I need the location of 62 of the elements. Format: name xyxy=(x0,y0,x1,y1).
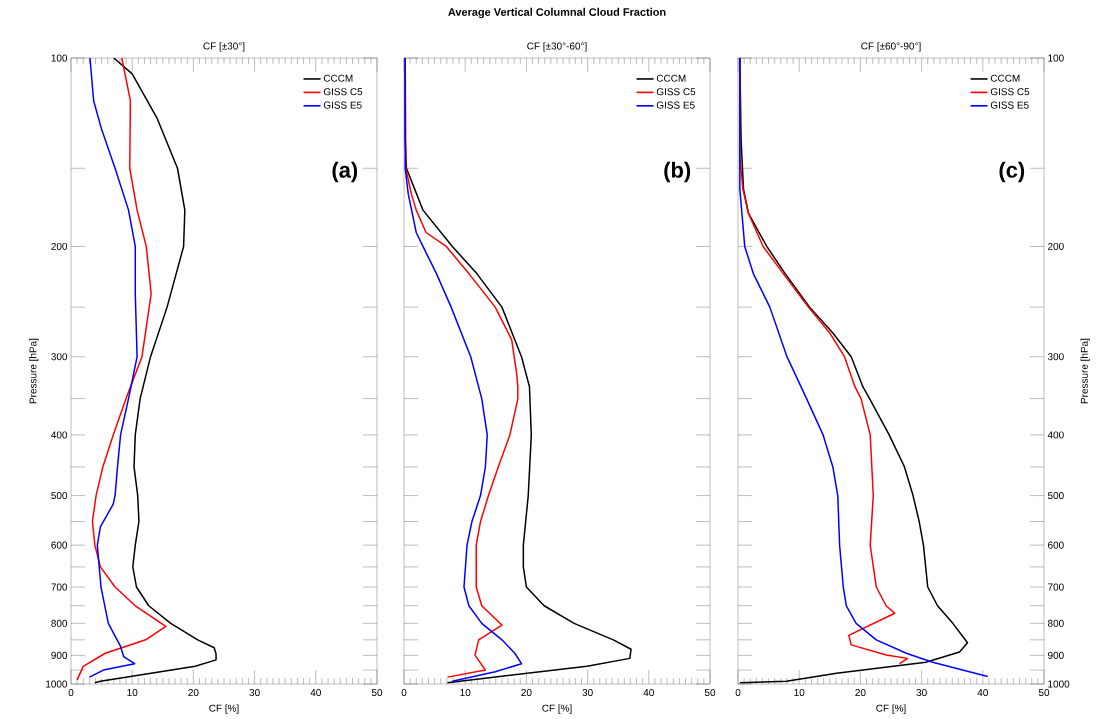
x-tick-label: 20 xyxy=(188,689,199,697)
legend-label: CCCM xyxy=(656,74,686,82)
y-tick-label: 200 xyxy=(51,242,68,250)
x-tick-label: 30 xyxy=(916,689,927,697)
y-tick-label: 800 xyxy=(1047,619,1064,627)
y-axis-title: Pressure [hPa] xyxy=(29,338,39,404)
x-tick-label: 30 xyxy=(582,689,593,697)
y-tick-label: 200 xyxy=(1048,242,1064,250)
x-tick-label: 30 xyxy=(249,689,260,697)
y-tick-label: 500 xyxy=(1047,492,1064,500)
x-axis-title: CF [%] xyxy=(209,704,239,714)
x-tick-label: 40 xyxy=(977,689,988,697)
x-tick-label: 20 xyxy=(521,689,532,697)
legend-label: GISS E5 xyxy=(990,101,1029,109)
x-axis-title: CF [%] xyxy=(542,704,572,714)
x-tick-label: 50 xyxy=(704,689,716,697)
y-tick-label: 400 xyxy=(1047,431,1064,439)
annotation: (b) xyxy=(664,161,691,183)
x-tick-label: 10 xyxy=(460,689,471,697)
y-tick-label: 800 xyxy=(51,619,68,627)
y-tick-label: 500 xyxy=(51,492,68,500)
line-series xyxy=(94,58,217,684)
y-tick-label: 300 xyxy=(1047,353,1064,361)
x-tick-label: 40 xyxy=(643,689,654,697)
x-tick-label: 20 xyxy=(855,689,866,697)
y-axis-title: Pressure [hPa] xyxy=(1080,338,1090,404)
x-tick-label: 0 xyxy=(735,689,741,697)
y-tick-label: 900 xyxy=(1048,651,1064,659)
legend-label: GISS E5 xyxy=(323,101,362,109)
annotation: (a) xyxy=(332,161,358,183)
x-tick-label: 50 xyxy=(1038,689,1050,697)
chart-title: Average Vertical Columnal Cloud Fraction xyxy=(448,7,666,19)
chart-subtitle: CF [±30°-60°] xyxy=(527,42,587,52)
line-series xyxy=(76,58,167,681)
legend-label: GISS C5 xyxy=(323,88,363,96)
x-tick-label: 50 xyxy=(371,689,383,697)
legend-label: GISS E5 xyxy=(656,101,695,109)
legend-label: GISS C5 xyxy=(990,88,1030,96)
legend-label: CCCM xyxy=(323,74,353,82)
x-tick-label: 10 xyxy=(794,689,805,697)
x-axis-title: CF [%] xyxy=(876,704,906,714)
y-tick-label: 600 xyxy=(1048,541,1064,549)
y-tick-label: 900 xyxy=(51,651,68,659)
chart-subtitle: CF [±60°-90°] xyxy=(861,42,921,52)
y-tick-label: 100 xyxy=(1048,54,1064,62)
x-tick-label: 0 xyxy=(401,689,407,697)
y-tick-label: 1000 xyxy=(46,680,68,688)
y-tick-label: 400 xyxy=(51,431,68,439)
y-tick-label: 1000 xyxy=(1048,680,1070,688)
y-tick-label: 100 xyxy=(51,54,68,62)
y-tick-label: 300 xyxy=(51,353,68,361)
y-tick-label: 700 xyxy=(1048,583,1064,591)
x-tick-label: 40 xyxy=(310,689,321,697)
legend-label: CCCM xyxy=(990,74,1020,82)
annotation: (c) xyxy=(999,161,1025,183)
y-tick-label: 700 xyxy=(51,583,68,591)
legend-label: GISS C5 xyxy=(656,88,696,96)
x-tick-label: 0 xyxy=(68,689,74,697)
line-series xyxy=(88,58,138,678)
chart-subtitle: CF [±30°] xyxy=(203,42,245,52)
x-tick-label: 10 xyxy=(127,689,138,697)
y-tick-label: 600 xyxy=(51,541,68,549)
